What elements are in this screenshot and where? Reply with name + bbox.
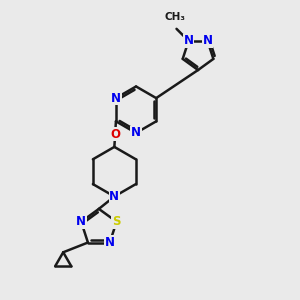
Text: N: N (202, 34, 212, 47)
Text: O: O (110, 128, 120, 141)
Text: N: N (110, 190, 119, 203)
Text: N: N (76, 215, 86, 228)
Text: S: S (112, 215, 121, 228)
Text: N: N (184, 34, 194, 47)
Text: N: N (111, 92, 121, 105)
Text: N: N (105, 236, 115, 249)
Text: CH₃: CH₃ (164, 12, 185, 22)
Text: N: N (131, 127, 141, 140)
